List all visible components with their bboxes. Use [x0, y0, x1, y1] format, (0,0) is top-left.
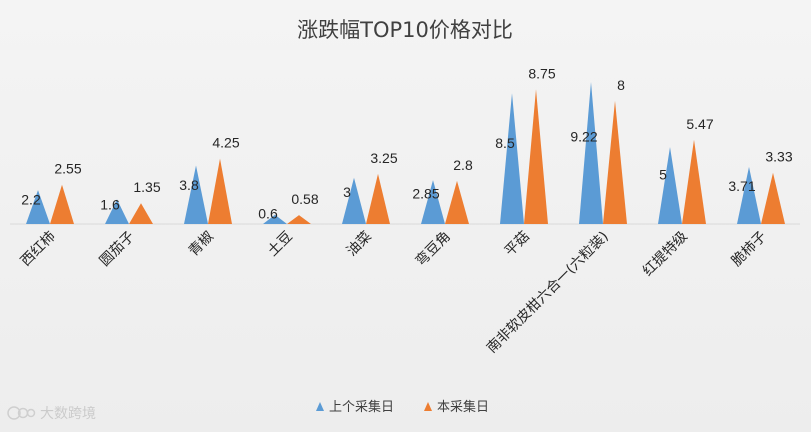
watermark: 大数跨境: [7, 406, 96, 422]
data-label: 1.6: [100, 197, 120, 213]
legend-label-previous-day: 上个采集日: [329, 399, 394, 415]
mark-previous-day: [184, 165, 208, 224]
category-label: 平菇: [502, 229, 533, 260]
data-label: 3.33: [765, 149, 792, 165]
data-label: 0.6: [258, 206, 278, 222]
mark-previous-day: [263, 214, 287, 224]
mark-current-day: [761, 172, 785, 224]
mark-previous-day: [105, 199, 129, 224]
watermark-logo-icon: [7, 406, 36, 420]
mark-previous-day: [26, 190, 50, 224]
mark-current-day: [682, 139, 706, 224]
mark-current-day: [603, 100, 627, 224]
category-label: 油菜: [344, 229, 375, 260]
data-label: 4.25: [212, 135, 239, 151]
data-label: 3.8: [179, 177, 199, 193]
watermark-text: 大数跨境: [40, 406, 96, 422]
data-label: 2.85: [412, 186, 439, 202]
category-label: 圆茄子: [96, 228, 138, 270]
legend-marker-previous-day: [316, 402, 324, 411]
mark-current-day: [366, 173, 390, 224]
mark-current-day: [129, 203, 153, 224]
category-label: 脆柿子: [728, 228, 770, 270]
data-label: 2.2: [21, 191, 41, 207]
data-label: 8.75: [528, 65, 555, 81]
category-label: 弯豆角: [412, 228, 454, 270]
mark-previous-day: [500, 93, 524, 224]
legend-marker-current-day: [424, 402, 432, 411]
data-label: 8.5: [495, 135, 515, 151]
mark-previous-day: [421, 180, 445, 224]
mark-previous-day: [342, 177, 366, 224]
data-label: 3.25: [370, 150, 397, 166]
mark-previous-day: [658, 147, 682, 224]
mark-current-day: [287, 215, 311, 224]
data-labels: 2.22.551.61.35 3.84.250.60.58 33.252.852.8…: [21, 65, 793, 221]
mark-current-day: [50, 184, 74, 224]
category-label: 青椒: [186, 229, 217, 260]
mark-current-day: [208, 158, 232, 224]
data-marks: [26, 82, 785, 224]
mark-previous-day: [579, 82, 603, 224]
data-label: 5.47: [686, 116, 713, 132]
category-label: 西红柿: [17, 228, 59, 270]
mark-current-day: [524, 89, 548, 224]
legend-label-current-day: 本采集日: [437, 399, 489, 415]
data-label: 5: [659, 166, 667, 182]
category-label: 土豆: [265, 229, 296, 260]
data-label: 3.71: [728, 178, 755, 194]
legend: 上个采集日 本采集日: [316, 399, 489, 415]
data-label: 2.8: [453, 157, 473, 173]
data-label: 3: [343, 184, 351, 200]
data-label: 0.58: [291, 191, 318, 207]
category-label: 红提特级: [640, 229, 691, 280]
chart-title: 涨跌幅TOP10价格对比: [297, 18, 513, 42]
mark-current-day: [445, 180, 469, 224]
data-label: 2.55: [54, 161, 81, 177]
mark-previous-day: [737, 166, 761, 224]
data-label: 9.22: [570, 129, 597, 145]
data-label: 1.35: [133, 179, 160, 195]
data-label: 8: [617, 77, 625, 93]
